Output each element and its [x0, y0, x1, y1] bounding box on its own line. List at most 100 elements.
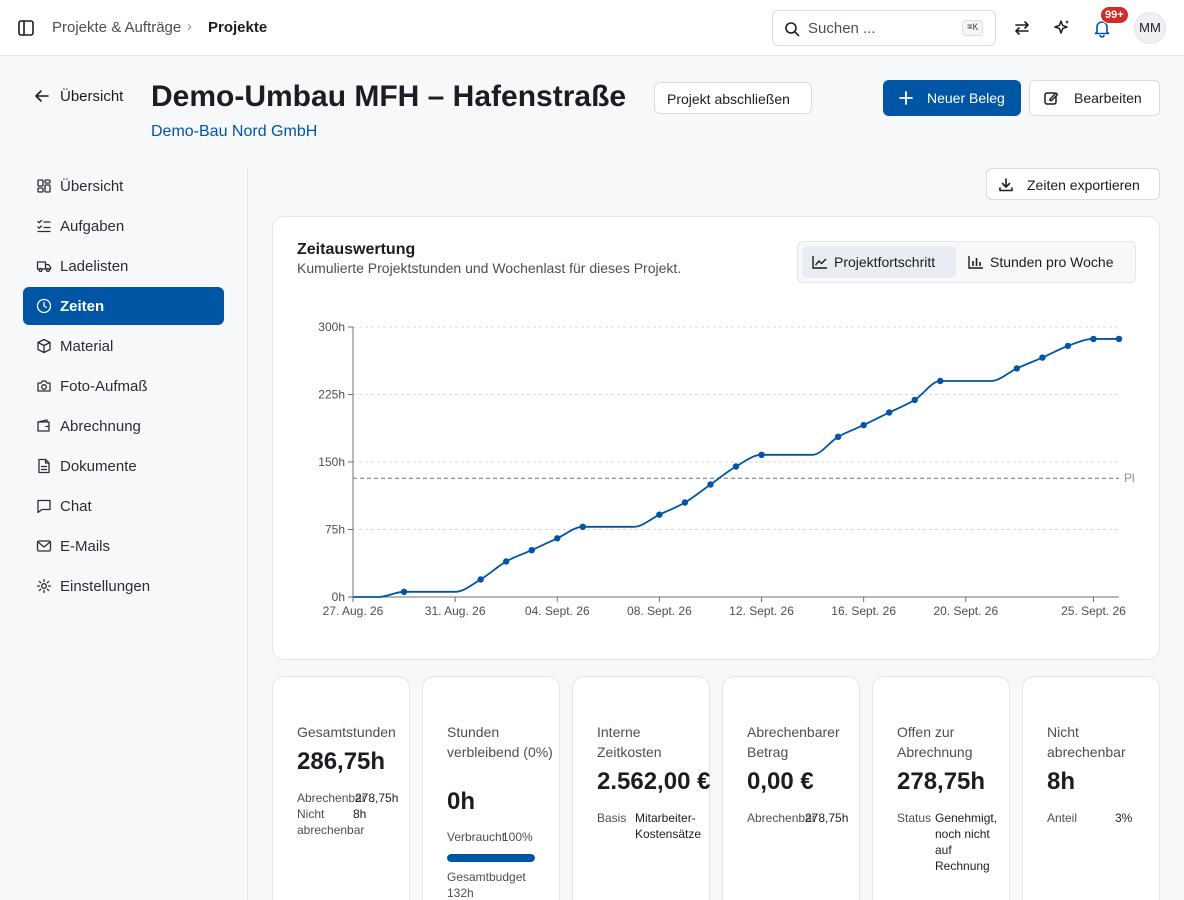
truck-icon [36, 261, 52, 273]
x-tick-label: 25. Sept. 26 [1061, 604, 1126, 618]
sidebar-item-label: E-Mails [60, 538, 111, 555]
stat-label: Nicht abrechenbar [1047, 724, 1126, 760]
data-point[interactable] [1115, 335, 1123, 343]
data-point[interactable] [1090, 335, 1097, 343]
tab-project-progress-label: Projektfortschritt [834, 254, 936, 270]
data-point[interactable] [656, 511, 663, 518]
stat-card: Stunden verbleibend (0%) 0h Verbraucht 100%… [422, 676, 560, 900]
stat-value: 0h [447, 788, 476, 815]
stat-label: Gesamtstunden [297, 724, 396, 740]
stat-card: Interne Zeitkosten 2.562,00 € Basis Mitarbe… [572, 676, 710, 900]
data-point[interactable] [707, 481, 714, 488]
switch-arrows-icon[interactable] [1012, 18, 1032, 38]
wallet-icon [37, 419, 50, 432]
sidebar-item-label: Ladelisten [60, 258, 129, 275]
top-bar: Projekte & Aufträge › Projekte Suchen ..… [0, 0, 1184, 56]
notification-badge: 99+ [1100, 6, 1129, 24]
stat-meta-value: Genehmigt, noch nicht auf Rechnung [935, 811, 998, 873]
close-project-button[interactable]: Projekt abschließen [654, 82, 812, 114]
company-link[interactable]: Demo-Bau Nord GmbH [151, 123, 318, 140]
data-point[interactable] [834, 433, 842, 440]
chart-view-toggle: Projektfortschritt Stunden pro Woche [797, 241, 1136, 283]
sidebar-item-e-mails[interactable]: E-Mails [23, 527, 224, 565]
data-point[interactable] [477, 576, 484, 583]
sidebar-item-übersicht[interactable]: Übersicht [23, 167, 224, 205]
back-link[interactable]: Übersicht [34, 87, 154, 107]
clock-icon [36, 298, 52, 314]
data-point[interactable] [732, 463, 740, 470]
data-point[interactable] [554, 535, 561, 542]
stat-meta-value: Mitarbeiter-Kostensätze [635, 811, 702, 841]
stat-meta-key: Basis [597, 811, 627, 825]
breadcrumb-projects[interactable]: Projekte [208, 19, 268, 36]
data-point[interactable] [400, 588, 408, 596]
data-point[interactable] [1013, 365, 1021, 372]
stat-meta-key: Nicht abrechenbar [297, 807, 365, 837]
chart-card: Zeitauswertung Kumulierte Projektstunden… [272, 216, 1160, 660]
sidebar-item-ladelisten[interactable]: Ladelisten [23, 247, 224, 285]
search-shortcut: ⌘K [962, 20, 983, 36]
tab-hours-per-week[interactable]: Stunden pro Woche [958, 246, 1133, 278]
stat-meta-key: Status [897, 811, 932, 825]
stat-value: 2.562,00 € [597, 768, 711, 795]
sidebar-item-zeiten[interactable]: Zeiten [23, 287, 224, 325]
line-chart-icon [812, 256, 827, 269]
stat-card: Gesamtstunden 286,75h Abrechenbar 278,75h Ni… [272, 676, 410, 900]
progress-label: Verbraucht [447, 830, 506, 844]
stat-label: Abrechenbarer Betrag [747, 724, 840, 760]
data-point[interactable] [886, 409, 893, 416]
arrow-left-icon [35, 90, 49, 102]
data-point[interactable] [758, 451, 765, 458]
y-tick-label: 225h [318, 388, 345, 402]
edit-icon [1044, 92, 1059, 105]
data-point[interactable] [503, 558, 510, 565]
stat-label: Interne Zeitkosten [597, 724, 662, 760]
stat-card: Nicht abrechenbar 8h Anteil 3% [1022, 676, 1160, 900]
export-times-button[interactable]: Zeiten exportieren [986, 168, 1160, 200]
edit-button[interactable]: Bearbeiten [1029, 80, 1160, 116]
tab-project-progress[interactable]: Projektfortschritt [802, 246, 956, 278]
data-point[interactable] [1039, 354, 1046, 361]
progress-value: 100% [502, 830, 533, 844]
stat-value: 286,75h [297, 748, 386, 775]
stat-meta-key: Abrechenbar [747, 811, 816, 825]
sidebar-item-label: Dokumente [60, 458, 137, 475]
data-point[interactable] [1064, 342, 1072, 350]
new-document-label: Neuer Beleg [927, 90, 1005, 106]
avatar[interactable]: MM [1134, 12, 1166, 44]
search-input[interactable]: Suchen ... ⌘K [772, 10, 996, 46]
x-tick-label: 16. Sept. 26 [831, 604, 896, 618]
document-icon [38, 458, 50, 474]
new-document-button[interactable]: Neuer Beleg [883, 80, 1021, 116]
bar-chart-icon [968, 256, 983, 269]
x-tick-label: 08. Sept. 26 [627, 604, 692, 618]
plan-reference-label: Pl [1124, 471, 1135, 485]
stat-meta-key: Anteil [1047, 811, 1078, 825]
data-point[interactable] [681, 499, 689, 506]
sidebar-item-abrechnung[interactable]: Abrechnung [23, 407, 224, 445]
sidebar-item-dokumente[interactable]: Dokumente [23, 447, 224, 485]
x-tick-label: 27. Aug. 26 [323, 604, 384, 618]
sidebar-item-foto-aufmaß[interactable]: Foto-Aufmaß [23, 367, 224, 405]
sidebar-item-chat[interactable]: Chat [23, 487, 224, 525]
data-point[interactable] [937, 377, 944, 385]
sidebar-item-aufgaben[interactable]: Aufgaben [23, 207, 224, 245]
data-point[interactable] [860, 421, 867, 429]
stat-meta-key: Abrechenbar [297, 791, 366, 805]
breadcrumb-projects-orders[interactable]: Projekte & Aufträge [52, 19, 182, 36]
sidebar-item-label: Abrechnung [60, 418, 141, 435]
data-point[interactable] [528, 547, 535, 554]
sidebar-item-material[interactable]: Material [23, 327, 224, 365]
x-tick-label: 20. Sept. 26 [933, 604, 998, 618]
sidebar-toggle-icon[interactable] [16, 18, 36, 38]
data-point[interactable] [579, 523, 586, 530]
stat-value: 278,75h [897, 768, 986, 795]
sidebar-item-einstellungen[interactable]: Einstellungen [23, 567, 224, 605]
sparkles-icon[interactable] [1052, 18, 1072, 38]
budget-label: Gesamtbudget 132h [447, 870, 526, 900]
dashboard-icon [37, 179, 51, 193]
sidebar-item-label: Zeiten [60, 298, 105, 315]
stat-label: Stunden verbleibend (0%) [447, 724, 553, 760]
data-point[interactable] [911, 396, 918, 404]
edit-label: Bearbeiten [1074, 90, 1142, 106]
